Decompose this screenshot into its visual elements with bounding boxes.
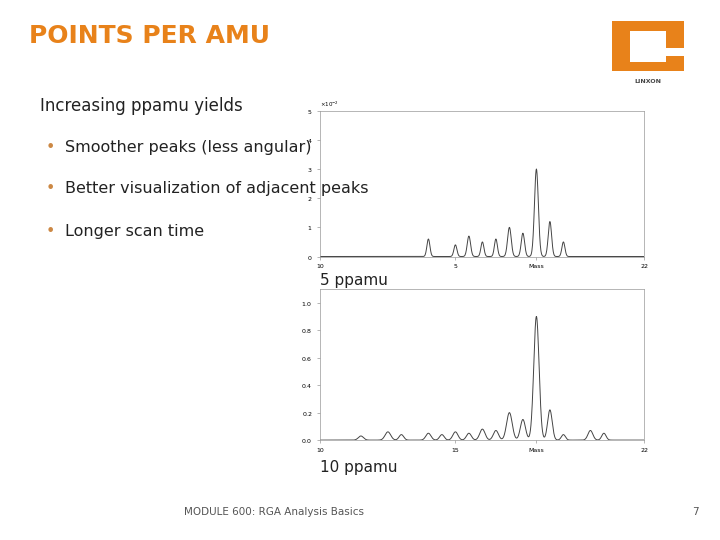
Text: MODULE 600: RGA Analysis Basics: MODULE 600: RGA Analysis Basics (184, 507, 364, 517)
Text: 5 ppamu: 5 ppamu (320, 273, 388, 288)
Bar (666, 57, 684, 71)
Text: Smoother peaks (less angular): Smoother peaks (less angular) (65, 140, 311, 156)
Text: •: • (45, 140, 55, 156)
Bar (612, 29, 630, 71)
Text: •: • (45, 181, 55, 196)
Bar (612, 62, 684, 71)
Bar (612, 22, 684, 31)
Text: •: • (45, 224, 55, 239)
Text: Better visualization of adjacent peaks: Better visualization of adjacent peaks (65, 181, 369, 196)
Text: Increasing ppamu yields: Increasing ppamu yields (40, 97, 243, 115)
Text: POINTS PER AMU: POINTS PER AMU (29, 24, 270, 48)
Text: 10 ppamu: 10 ppamu (320, 460, 398, 475)
Bar (666, 22, 684, 48)
Text: Longer scan time: Longer scan time (65, 224, 204, 239)
Text: LINXON: LINXON (634, 78, 662, 84)
Text: 7: 7 (692, 507, 698, 517)
